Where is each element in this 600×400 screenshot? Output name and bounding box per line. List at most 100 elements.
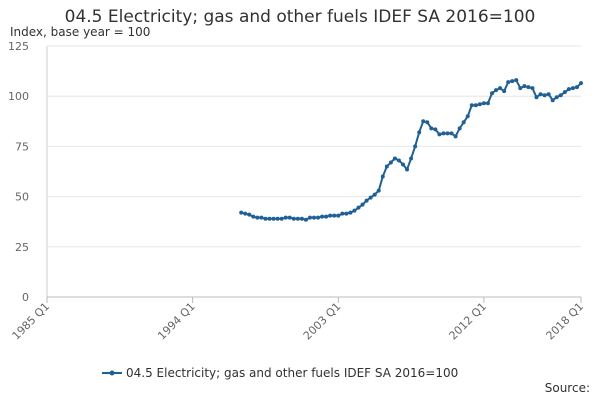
y-tick-label: 125 bbox=[8, 40, 29, 53]
x-tick-label: 1985 Q1 bbox=[10, 300, 53, 343]
data-point bbox=[384, 164, 389, 169]
data-point bbox=[267, 216, 272, 221]
data-point bbox=[263, 216, 268, 221]
data-point bbox=[251, 214, 256, 219]
data-point bbox=[295, 216, 300, 221]
data-point bbox=[465, 114, 470, 119]
x-tick-label: 1994 Q1 bbox=[155, 300, 198, 343]
data-point bbox=[372, 192, 377, 197]
data-point bbox=[332, 213, 337, 218]
data-point bbox=[360, 202, 365, 207]
data-point bbox=[425, 120, 430, 125]
data-point bbox=[506, 80, 511, 85]
data-point bbox=[344, 211, 349, 216]
data-point bbox=[562, 90, 567, 95]
data-point bbox=[429, 126, 434, 131]
data-point bbox=[481, 101, 486, 106]
data-point bbox=[320, 214, 325, 219]
chart-subtitle: Index, base year = 100 bbox=[10, 25, 150, 39]
source: Source: bbox=[545, 381, 590, 395]
data-point bbox=[283, 215, 288, 220]
data-point bbox=[457, 126, 462, 131]
data-point bbox=[356, 205, 361, 210]
data-point bbox=[546, 92, 551, 97]
data-point bbox=[514, 78, 519, 83]
y-tick-label: 25 bbox=[15, 241, 29, 254]
data-point bbox=[445, 131, 450, 136]
data-point bbox=[291, 216, 296, 221]
data-point bbox=[316, 215, 321, 220]
data-point bbox=[558, 93, 563, 98]
data-point bbox=[433, 127, 438, 132]
data-point bbox=[526, 85, 531, 90]
data-point bbox=[405, 167, 410, 172]
data-point bbox=[554, 95, 559, 100]
data-point bbox=[518, 86, 523, 91]
x-tick-label: 2012 Q1 bbox=[446, 300, 489, 343]
data-point bbox=[259, 215, 264, 220]
data-point bbox=[574, 85, 579, 90]
data-point bbox=[461, 120, 466, 125]
data-point bbox=[380, 174, 385, 179]
data-point bbox=[287, 215, 292, 220]
data-point bbox=[409, 156, 414, 161]
data-point bbox=[477, 102, 482, 107]
data-point bbox=[473, 103, 478, 108]
data-point bbox=[542, 93, 547, 98]
data-point bbox=[494, 88, 499, 93]
y-tick-label: 100 bbox=[8, 90, 29, 103]
data-point bbox=[328, 213, 333, 218]
data-point bbox=[275, 216, 280, 221]
data-point bbox=[469, 103, 474, 108]
data-point bbox=[550, 98, 555, 103]
y-tick-label: 75 bbox=[15, 140, 29, 153]
data-point bbox=[324, 214, 329, 219]
data-point bbox=[449, 131, 454, 136]
data-point bbox=[530, 86, 535, 91]
data-point bbox=[247, 212, 252, 217]
data-point bbox=[579, 81, 583, 86]
data-point bbox=[307, 215, 312, 220]
y-tick-label: 0 bbox=[22, 291, 29, 304]
x-tick-label: 2018 Q1 bbox=[544, 300, 587, 343]
legend-marker bbox=[109, 370, 115, 376]
data-point bbox=[522, 84, 527, 89]
data-point bbox=[421, 119, 426, 124]
data-point bbox=[255, 215, 260, 220]
data-point bbox=[299, 216, 304, 221]
data-point bbox=[502, 89, 507, 94]
data-point bbox=[490, 91, 494, 96]
data-point bbox=[303, 217, 308, 222]
data-point bbox=[388, 160, 393, 165]
data-point bbox=[437, 132, 442, 137]
data-point bbox=[376, 188, 381, 193]
data-point bbox=[239, 210, 244, 215]
data-point bbox=[570, 86, 575, 91]
data-point bbox=[413, 144, 418, 149]
data-point bbox=[279, 216, 284, 221]
data-point bbox=[348, 210, 353, 215]
data-point bbox=[352, 208, 357, 213]
data-point bbox=[396, 158, 401, 163]
data-point bbox=[364, 198, 369, 203]
data-point bbox=[340, 211, 345, 216]
series-line bbox=[240, 78, 582, 221]
data-point bbox=[368, 195, 373, 200]
data-point bbox=[534, 95, 539, 100]
data-point bbox=[243, 211, 248, 216]
data-point bbox=[485, 101, 490, 106]
data-point bbox=[538, 92, 543, 97]
data-point bbox=[336, 213, 341, 218]
data-point bbox=[566, 87, 571, 92]
legend-label: 04.5 Electricity; gas and other fuels ID… bbox=[126, 366, 458, 380]
data-point bbox=[510, 79, 515, 84]
data-point bbox=[417, 130, 422, 135]
data-point bbox=[401, 162, 405, 167]
data-point bbox=[441, 131, 446, 136]
data-point bbox=[271, 216, 276, 221]
data-point bbox=[312, 215, 316, 220]
y-tick-label: 50 bbox=[15, 191, 29, 204]
data-point bbox=[392, 156, 397, 161]
chart-title: 04.5 Electricity; gas and other fuels ID… bbox=[65, 7, 536, 27]
